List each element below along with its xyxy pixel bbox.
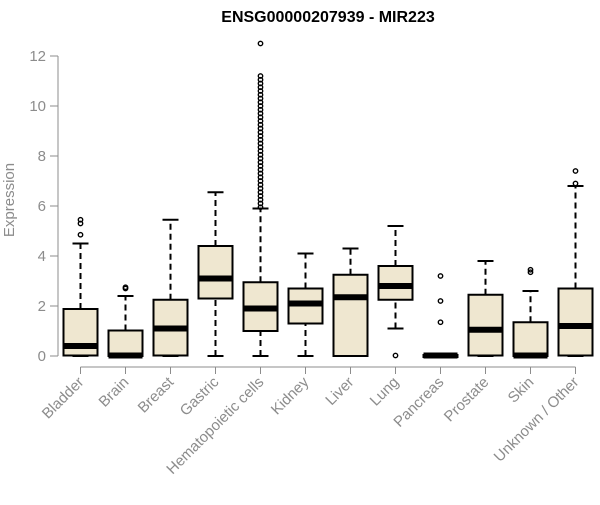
box-5 <box>242 40 279 357</box>
box-iqr <box>332 273 369 357</box>
outlier-point <box>437 319 444 326</box>
outlier-point <box>437 298 444 304</box>
outlier-point <box>527 269 534 276</box>
y-tick-label: 6 <box>38 198 46 215</box>
x-tick-label: Breast <box>135 373 178 416</box>
y-tick-label: 12 <box>29 48 46 65</box>
x-tick-label: Liver <box>322 374 357 409</box>
x-tick-label: Bladder <box>39 374 88 423</box>
outlier-point <box>572 180 579 187</box>
box-group <box>62 40 594 359</box>
outlier-point <box>392 352 399 359</box>
box-12 <box>557 168 594 357</box>
x-tick-label: Pancreas <box>390 374 447 431</box>
box-iqr <box>467 293 504 357</box>
outlier-point <box>122 284 129 291</box>
outlier-point <box>527 266 534 273</box>
y-tick-label: 0 <box>38 348 46 365</box>
box-iqr <box>512 321 549 357</box>
box-iqr <box>197 245 234 300</box>
box-iqr <box>377 265 414 301</box>
box-4 <box>197 191 234 357</box>
outlier-point <box>77 216 84 223</box>
box-8 <box>377 225 414 359</box>
y-axis: 0 2 4 6 8 10 12 <box>29 48 59 365</box>
outlier-point <box>572 168 579 174</box>
y-tick-label: 4 <box>38 248 46 265</box>
y-axis-label: Expression <box>1 163 18 237</box>
x-tick-label: Skin <box>505 374 538 407</box>
outlier-point <box>77 231 84 238</box>
box-3 <box>152 218 189 357</box>
box-10 <box>467 260 504 357</box>
box-9 <box>422 273 459 359</box>
box-1 <box>62 216 99 357</box>
box-7 <box>332 247 369 357</box>
x-tick-label: Prostate <box>441 374 493 426</box>
box-iqr <box>557 287 594 357</box>
y-tick-label: 10 <box>29 98 46 115</box>
x-tick-label: Kidney <box>268 373 313 418</box>
y-tick-label: 2 <box>38 298 46 315</box>
x-tick-label: Lung <box>367 374 403 410</box>
outlier-point <box>257 40 264 47</box>
outlier-point <box>437 273 444 279</box>
chart-title: ENSG00000207939 - MIR223 <box>221 9 435 26</box>
x-tick-label: Unknown / Other <box>491 374 583 466</box>
box-6 <box>287 252 324 357</box>
outlier-point <box>257 73 264 79</box>
box-11 <box>512 266 549 359</box>
box-iqr <box>107 329 144 357</box>
box-2 <box>107 284 144 359</box>
y-tick-label: 8 <box>38 148 46 165</box>
x-tick-label: Brain <box>96 374 133 411</box>
